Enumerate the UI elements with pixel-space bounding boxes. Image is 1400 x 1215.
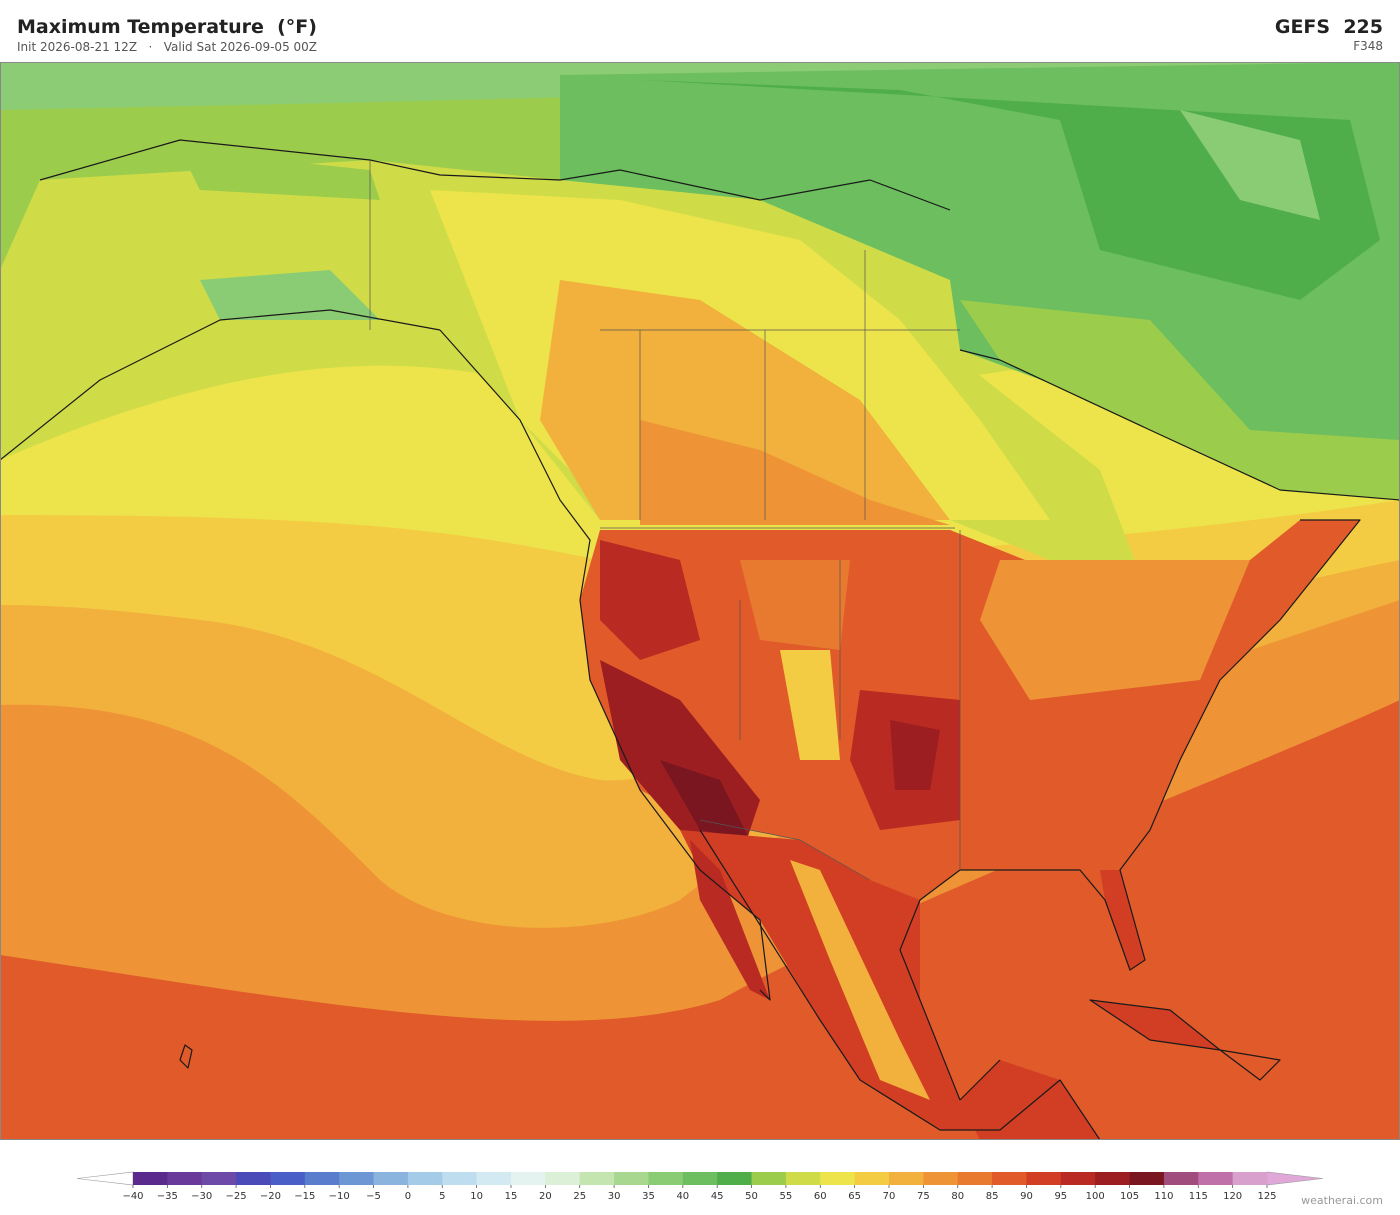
- colorbar-tick-label: 50: [745, 1191, 758, 1202]
- land-field: [0, 62, 1400, 1140]
- colorbar-tick-label: −35: [157, 1191, 178, 1202]
- colorbar-tick-label: 65: [848, 1191, 861, 1202]
- colorbar-tick-label: 40: [676, 1191, 689, 1202]
- colorbar-bin: [476, 1172, 512, 1185]
- colorbar-tick-label: 5: [439, 1191, 445, 1202]
- colorbar-bin: [785, 1172, 821, 1185]
- colorbar-bin: [1060, 1172, 1096, 1185]
- colorbar-bin: [717, 1172, 753, 1185]
- colorbar-bin: [442, 1172, 478, 1185]
- colorbar-bin: [545, 1172, 581, 1185]
- colorbar-tick-label: 95: [1054, 1191, 1067, 1202]
- colorbar-tick-label: 100: [1086, 1191, 1105, 1202]
- colorbar-tick-label: 80: [951, 1191, 964, 1202]
- colorbar-tick-label: −30: [191, 1191, 212, 1202]
- colorbar-bin: [1095, 1172, 1131, 1185]
- map: [0, 62, 1400, 1140]
- colorbar-tick-label: 45: [711, 1191, 724, 1202]
- colorbar-bin: [614, 1172, 649, 1185]
- colorbar-tick-label: 85: [986, 1191, 999, 1202]
- colorbar-tick-label: 25: [573, 1191, 586, 1202]
- colorbar-bin: [1129, 1172, 1165, 1185]
- colorbar-bin: [236, 1172, 271, 1185]
- colorbar-tick-label: 35: [642, 1191, 655, 1202]
- colorbar-tick-label: −25: [226, 1191, 247, 1202]
- colorbar-tick-label: 105: [1120, 1191, 1139, 1202]
- colorbar-tick-label: −5: [366, 1191, 381, 1202]
- colorbar-bin: [648, 1172, 684, 1185]
- colorbar-bin: [854, 1172, 890, 1185]
- colorbar-tick-label: −20: [260, 1191, 281, 1202]
- colorbar-bin: [339, 1172, 375, 1185]
- colorbar-tick-label: 55: [780, 1191, 793, 1202]
- colorbar-tick-label: 30: [608, 1191, 621, 1202]
- colorbar-bin: [270, 1172, 306, 1185]
- map-subtitle: Init 2026-08-21 12Z · Valid Sat 2026-09-…: [17, 40, 318, 54]
- colorbar-bin: [1026, 1172, 1062, 1185]
- colorbar-tick-label: 70: [883, 1191, 896, 1202]
- colorbar-bin: [923, 1172, 959, 1185]
- colorbar-bin: [1163, 1172, 1199, 1185]
- colorbar-tick-label: 75: [917, 1191, 930, 1202]
- colorbar-tick-label: 10: [470, 1191, 483, 1202]
- colorbar-bin: [579, 1172, 615, 1185]
- colorbar-bin: [304, 1172, 340, 1185]
- colorbar-tick-label: 60: [814, 1191, 827, 1202]
- colorbar-bin: [167, 1172, 203, 1185]
- colorbar-bin: [133, 1172, 168, 1185]
- colorbar-bin: [407, 1172, 443, 1185]
- colorbar-bin: [373, 1172, 409, 1185]
- colorbar-tick-label: 110: [1154, 1191, 1173, 1202]
- colorbar-bin: [1198, 1172, 1234, 1185]
- colorbar-bin: [820, 1172, 856, 1185]
- colorbar-tick-label: 120: [1223, 1191, 1242, 1202]
- colorbar-bin: [889, 1172, 924, 1185]
- colorbar-tick-label: −15: [294, 1191, 315, 1202]
- map-title: Maximum Temperature (°F): [17, 16, 317, 38]
- colorbar-bin: [992, 1172, 1027, 1185]
- colorbar-extend-low: [76, 1171, 134, 1186]
- colorbar-bin: [511, 1172, 546, 1185]
- colorbar-extend-high: [1266, 1171, 1324, 1186]
- colorbar-bin: [201, 1172, 237, 1185]
- colorbar-tick-label: −40: [122, 1191, 143, 1202]
- colorbar-bin: [682, 1172, 718, 1185]
- colorbar-bin: [957, 1172, 993, 1185]
- colorbar-bin: [1232, 1172, 1268, 1185]
- colorbar: −40 −35 −30 −25 −20 −15 −10 −5 0 5 10 15 20 25 30 35 40 4…: [76, 1171, 1324, 1202]
- colorbar-tick-label: 125: [1257, 1191, 1276, 1202]
- colorbar-tick-label: 0: [405, 1191, 411, 1202]
- colorbar-bin: [751, 1172, 787, 1185]
- colorbar-tick-label: 20: [539, 1191, 552, 1202]
- colorbar-tick-label: 115: [1189, 1191, 1208, 1202]
- model-label: GEFS 225: [1274, 16, 1383, 38]
- colorbar-tick-label: 15: [505, 1191, 518, 1202]
- colorbar-tick-label: −10: [329, 1191, 350, 1202]
- coastlines: [0, 139, 1400, 1140]
- colorbar-tick-label: 90: [1020, 1191, 1033, 1202]
- watermark: weatherai.com: [1301, 1194, 1383, 1207]
- forecast-hour: F348: [1353, 39, 1383, 53]
